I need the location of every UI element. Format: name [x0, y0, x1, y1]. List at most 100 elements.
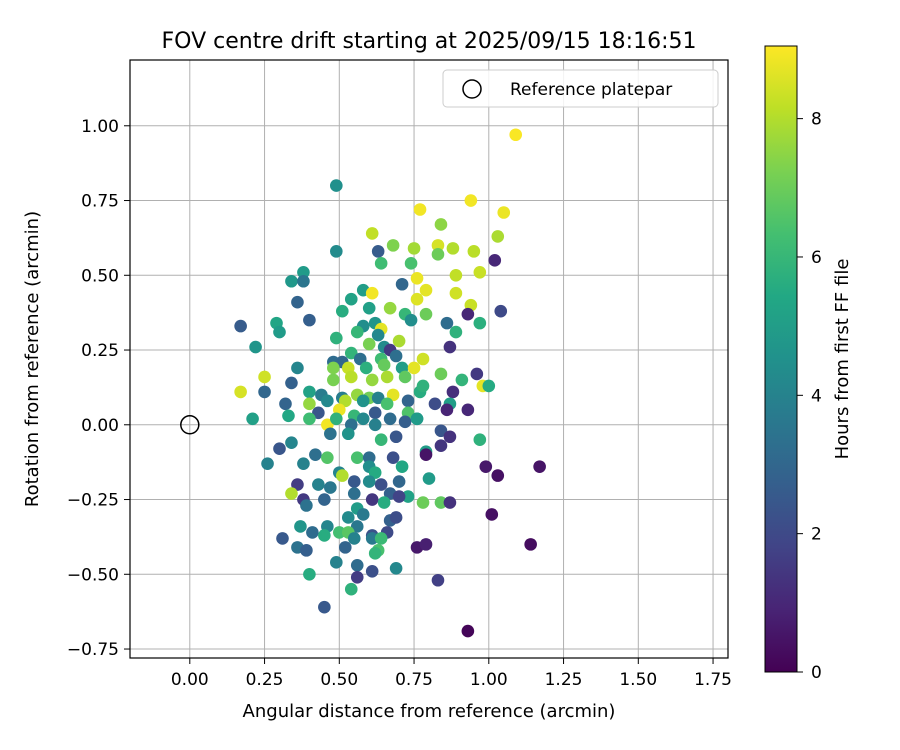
data-point	[368, 466, 382, 479]
data-point	[416, 496, 430, 509]
data-point	[279, 397, 292, 411]
data-point	[449, 268, 463, 282]
data-point	[327, 361, 340, 375]
data-point	[461, 307, 475, 321]
data-point	[318, 600, 331, 614]
data-point	[350, 570, 364, 584]
data-point	[431, 248, 445, 261]
x-tick-label: 1.50	[619, 670, 657, 690]
data-point	[404, 313, 418, 327]
data-point	[344, 370, 358, 384]
data-point	[312, 406, 325, 420]
data-point	[285, 376, 298, 390]
data-point	[294, 520, 307, 533]
colorbar-tick-label: 2	[811, 525, 822, 545]
data-point	[333, 526, 346, 539]
colorbar-tick-label: 8	[811, 110, 822, 130]
data-point	[524, 538, 537, 551]
legend-box	[442, 69, 719, 108]
data-point	[383, 412, 397, 426]
data-point	[273, 442, 286, 456]
data-point	[461, 624, 475, 638]
data-point	[389, 349, 403, 363]
data-point	[533, 460, 546, 473]
data-point	[449, 325, 463, 339]
data-point	[356, 412, 370, 426]
grid-lines	[130, 60, 728, 658]
data-point	[407, 242, 421, 255]
data-point	[309, 448, 322, 461]
data-point	[282, 409, 295, 423]
data-point	[285, 274, 298, 288]
data-point	[318, 493, 331, 506]
data-point	[389, 562, 403, 575]
y-tick-label: −0.50	[67, 565, 119, 585]
data-point	[392, 490, 406, 503]
data-point	[455, 373, 469, 387]
data-point	[276, 532, 289, 545]
colorbar	[764, 45, 798, 673]
data-point	[285, 487, 298, 500]
data-point	[258, 385, 271, 399]
data-point	[446, 242, 460, 255]
data-point	[261, 457, 274, 470]
data-point	[303, 412, 316, 426]
data-point	[434, 367, 448, 381]
x-tick-label: 1.75	[694, 670, 732, 690]
colorbar-ticks: 0 2 4 6 8	[797, 110, 822, 683]
data-point	[234, 385, 247, 399]
data-point	[350, 451, 364, 464]
data-point	[330, 556, 343, 569]
data-point	[509, 128, 523, 142]
data-point	[347, 532, 361, 545]
data-point	[419, 448, 433, 461]
data-point	[362, 475, 376, 488]
data-point	[449, 286, 463, 300]
data-points	[234, 128, 546, 638]
x-tick-label: 1.00	[470, 670, 508, 690]
data-point	[303, 313, 316, 327]
data-point	[473, 265, 487, 279]
data-point	[410, 412, 424, 426]
data-point	[330, 331, 343, 345]
data-point	[249, 340, 262, 354]
data-point	[497, 206, 511, 219]
data-point	[330, 245, 343, 258]
data-point	[380, 397, 394, 411]
x-tick-label: 1.25	[545, 670, 583, 690]
data-point	[494, 304, 508, 318]
data-point	[473, 316, 487, 330]
data-point	[386, 239, 400, 252]
data-point	[431, 239, 445, 252]
x-tick-label: 0.50	[320, 670, 358, 690]
data-point	[362, 451, 376, 464]
data-point	[395, 460, 409, 473]
data-point	[344, 292, 358, 306]
data-point	[416, 379, 430, 393]
y-tick-label: −0.75	[67, 640, 119, 660]
data-point	[338, 541, 352, 554]
data-point	[401, 394, 415, 408]
data-point	[377, 496, 391, 509]
data-point	[419, 283, 433, 297]
data-point	[341, 511, 355, 524]
data-point	[344, 582, 358, 596]
data-point	[312, 478, 325, 491]
data-point	[335, 304, 349, 318]
data-point	[440, 403, 454, 417]
data-point	[428, 397, 442, 411]
data-point	[356, 394, 370, 408]
data-point	[234, 319, 247, 333]
data-point	[321, 451, 334, 464]
colorbar-tick-label: 4	[811, 386, 822, 406]
data-point	[401, 490, 415, 503]
data-point	[365, 532, 379, 545]
data-point	[392, 334, 406, 348]
data-point	[341, 427, 355, 441]
y-tick-label: 1.00	[81, 117, 119, 137]
data-point	[464, 194, 478, 207]
legend-label: Reference platepar	[510, 80, 672, 100]
data-point	[297, 274, 310, 288]
data-point	[446, 385, 460, 399]
